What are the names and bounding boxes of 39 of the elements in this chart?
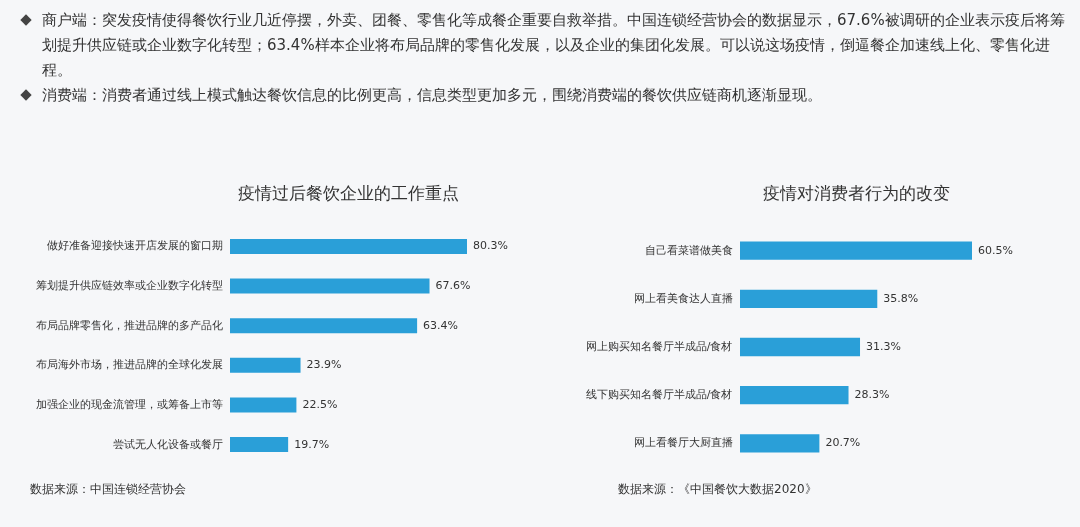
bar [740,434,820,453]
bar [740,289,878,308]
data-label: 67.6% [435,279,471,293]
data-label: 19.7% [294,437,330,451]
bar [740,337,861,357]
text: 消费端：消费者通过线上模式触达餐饮信息的比例更高，信息类型更加多元，围绕消费端的餐饮供应链商机逐渐显现。 [42,86,822,104]
y-tick-label: 自己看菜谱做美食 [644,243,733,257]
bar [740,386,849,405]
data-label: 28.3% [854,388,890,402]
y-tick-label: 网上看美食达人直播 [633,291,733,305]
y-tick-label: 布局海外市场，推进品牌的全球化发展 [35,358,223,372]
source-note: 数据来源：中国连锁经营协会 [30,481,186,498]
y-tick-label: 布局品牌零售化，推进品牌的多产品化 [35,318,223,332]
bar [230,357,301,373]
bar [230,318,418,334]
chart-title: 疫情过后餐饮企业的工作重点 [238,183,459,203]
data-label: 80.3% [473,239,508,253]
bar [230,238,467,254]
y-tick-label: 网上购买知名餐厅半成品/食材 [585,340,733,353]
source-note: 数据来源：《中国餐饮大数据2020》 [618,481,817,498]
y-tick-label: 线下购买知名餐厅半成品/食材 [585,388,733,402]
y-tick-label: 加强企业的现金流管理，或筹备上市等 [35,397,223,411]
data-label: 23.9% [306,358,342,372]
data-label: 60.5% [978,243,1013,257]
data-label: 63.4% [423,318,459,332]
y-tick-label: 做好准备迎接快速开店发展的窗口期 [46,239,223,253]
bar [740,241,972,260]
y-tick-label: 筹划提升供应链效率或企业数字化转型 [35,279,223,293]
bar [230,437,289,453]
data-label: 20.7% [825,436,861,450]
data-label: 35.8% [883,291,919,305]
chart-title: 疫情对消费者行为的改变 [762,183,950,203]
data-label: 31.3% [866,340,901,353]
bar [230,278,430,294]
bar [230,397,297,413]
data-label: 22.5% [302,397,338,411]
text: 商户端：突发疫情使得餐饮行业几近停摆，外卖、团餐、零售化等成餐企重要自救举措。中国连锁经营协会的数据显示，67.6%被调研的企业表示疫后将筹划提升供应链或企业数字化转型；63.4%样本企业将布局品牌的零售化发展，以及企业的集团化发展。可以说这场疫情，倒逼餐企加速线上化、零售化进程。 [42,11,1065,79]
y-tick-label: 网上看餐厅大厨直播 [633,436,733,450]
y-tick-label: 尝试无人化设备或餐厅 [112,437,223,451]
